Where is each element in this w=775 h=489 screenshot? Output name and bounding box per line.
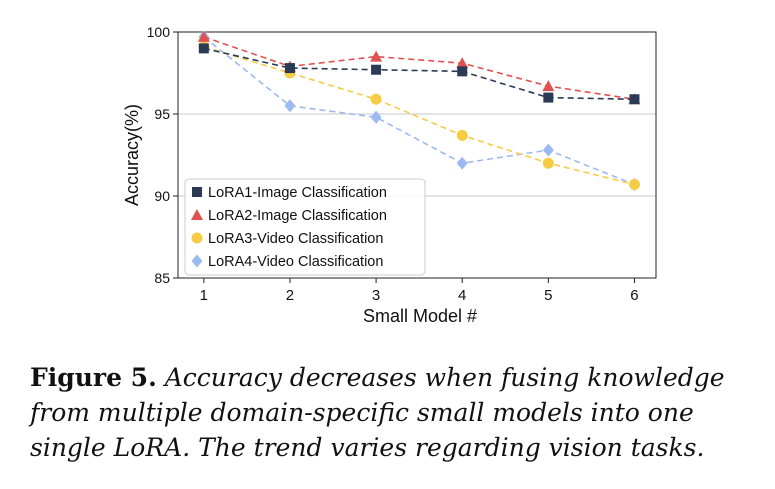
data-point [370,50,383,62]
data-point [457,66,468,77]
legend-label: LoRA1-Image Classification [208,185,387,201]
x-tick-label: 1 [200,287,208,304]
legend: LoRA1-Image Classification LoRA2-Image Cl… [184,178,426,276]
data-point [371,64,382,75]
legend-marker [191,232,203,244]
series-3 [198,41,640,191]
y-tick-label: 95 [154,106,170,122]
figure-caption: Figure 5. Accuracy decreases when fusing… [30,360,765,465]
series-4 [198,30,640,192]
x-tick-label: 6 [630,287,638,304]
series-1 [198,43,640,105]
data-point [456,129,468,141]
data-point [198,43,209,54]
data-point [628,179,640,191]
data-point [542,80,555,92]
legend-item: LoRA1-Image Classification [192,185,387,201]
y-axis-label: Accuracy(%) [122,104,142,206]
data-point [542,157,554,169]
x-axis-ticks: 1 2 3 4 5 6 [200,278,639,304]
legend-item: LoRA3-Video Classification [191,231,383,247]
data-point [543,92,554,103]
x-tick-label: 2 [286,287,294,304]
legend-label: LoRA2-Image Classification [208,208,387,224]
x-axis-label: Small Model # [363,306,477,326]
x-tick-label: 4 [458,287,466,304]
legend-item: LoRA2-Image Classification [191,208,387,224]
x-tick-label: 3 [372,287,380,304]
data-point [542,143,554,157]
y-axis-ticks: 85 90 95 100 [147,24,178,286]
series-line [203,36,635,101]
data-point [370,110,382,124]
data-point [284,63,295,74]
series-line [203,45,635,186]
series-line [203,47,635,101]
legend-label: LoRA3-Video Classification [208,231,383,247]
caption-text: Accuracy decreases when fusing knowledge… [30,363,725,462]
caption-label: Figure 5. [30,363,157,392]
data-point [629,94,640,105]
data-point [370,93,382,105]
y-tick-label: 85 [154,270,170,286]
series-2 [197,30,641,105]
series-line [203,36,635,186]
y-tick-label: 100 [147,24,171,40]
plot-frame [177,31,657,279]
data-point [284,99,296,113]
series-layer [197,30,641,192]
x-tick-label: 5 [544,287,552,304]
legend-box [184,178,426,276]
legend-label: LoRA4-Video Classification [208,254,383,270]
data-point [456,156,468,170]
legend-marker [191,209,203,220]
data-point [456,57,469,69]
accuracy-line-chart: 1 2 3 4 5 6 85 90 95 100 Small Model # Accuracy(… [122,24,657,326]
legend-marker [191,254,203,268]
legend-marker [192,187,202,197]
legend-item: LoRA4-Video Classification [191,254,383,270]
legend-items: LoRA1-Image Classification LoRA2-Image Cl… [191,185,387,270]
y-tick-label: 90 [154,188,170,204]
data-point [197,30,210,42]
